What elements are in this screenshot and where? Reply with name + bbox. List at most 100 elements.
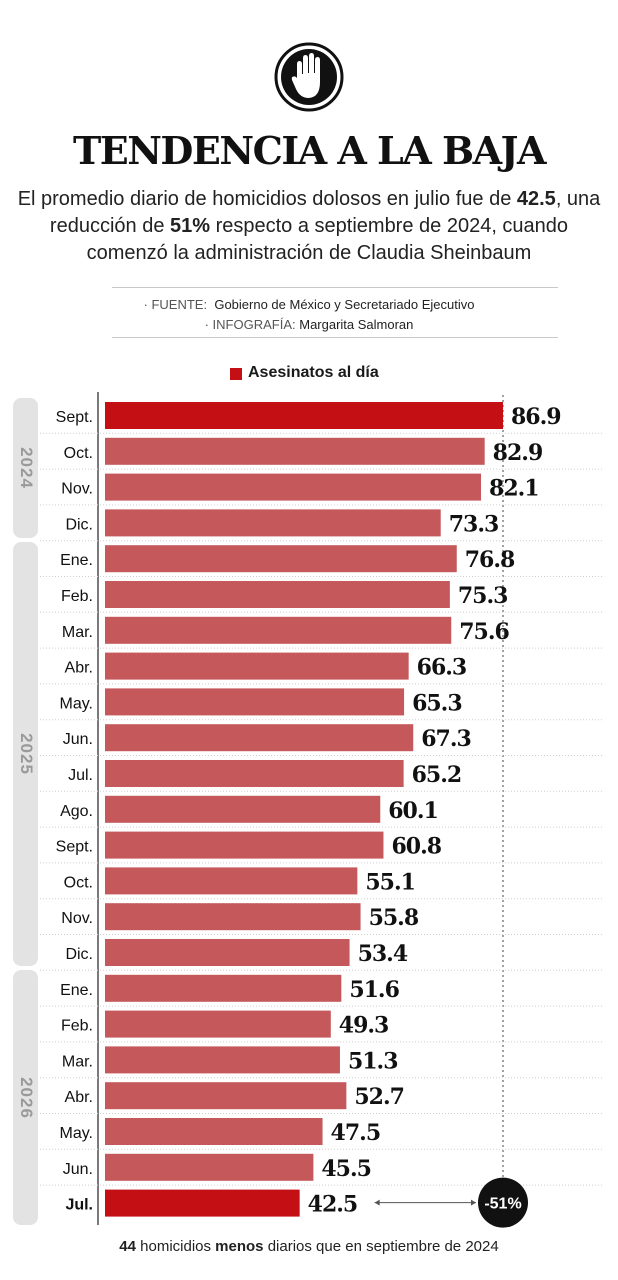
category-label: Ago. [60, 803, 93, 820]
data-label: 49.3 [339, 1013, 389, 1039]
infographic-key: · INFOGRAFÍA: [204, 317, 296, 332]
data-label: 82.1 [489, 476, 539, 502]
bar [105, 652, 409, 680]
bar [105, 437, 485, 465]
data-label: 60.1 [388, 798, 438, 824]
footnote-emphasis: menos [215, 1238, 264, 1255]
data-label: 53.4 [358, 941, 408, 967]
data-label: 47.5 [331, 1120, 381, 1146]
subtitle-highlight-value: 42.5 [516, 188, 556, 210]
footnote-text-2: diarios que en septiembre de 2024 [263, 1238, 499, 1255]
data-label: 55.8 [369, 905, 419, 931]
bar [105, 402, 503, 429]
legend-swatch [230, 368, 242, 380]
divider-top [112, 287, 558, 288]
category-label: Sept. [56, 409, 93, 426]
footnote: 44 homicidios menos diarios que en septi… [0, 1238, 618, 1255]
data-label: 76.8 [465, 547, 515, 573]
category-label: Jun. [63, 731, 93, 748]
bar [105, 903, 361, 931]
data-label: 86.9 [511, 404, 561, 430]
category-label: Feb. [61, 1018, 93, 1035]
category-label: May. [60, 1125, 93, 1142]
data-label: 52.7 [354, 1084, 404, 1110]
category-label: Mar. [62, 1053, 93, 1070]
category-label: Dic. [65, 516, 93, 533]
bar [105, 1010, 331, 1038]
bar [105, 1153, 314, 1181]
bar [105, 795, 381, 823]
data-label: 67.3 [421, 726, 471, 752]
annotation-label: -51% [484, 1196, 521, 1213]
credits: · FUENTE: Gobierno de México y Secretari… [0, 295, 618, 335]
category-label: Jul. [65, 1197, 93, 1214]
data-label: 60.8 [391, 834, 441, 860]
bar [105, 939, 350, 966]
category-label: Nov. [61, 910, 93, 927]
data-label: 75.3 [458, 583, 508, 609]
bar [105, 724, 414, 752]
bar [105, 760, 404, 787]
subtitle-text-3: respecto a septiembre de 2024, cuando co… [86, 215, 569, 264]
subtitle-text-1: El promedio diario de homicidios dolosos… [17, 188, 517, 210]
bar [105, 974, 342, 1002]
year-group-2024: 2024 [13, 398, 38, 538]
data-label: 51.6 [349, 977, 399, 1003]
annotation-arrow-right [471, 1199, 476, 1206]
infographic-line: · INFOGRAFÍA: Margarita Salmoran [0, 315, 618, 335]
category-label: Ene. [60, 552, 93, 569]
bar [105, 831, 384, 859]
category-label: May. [60, 695, 93, 712]
data-label: 75.6 [459, 619, 509, 645]
footnote-text-1: homicidios [135, 1238, 216, 1255]
bar [105, 545, 457, 573]
source-value: Gobierno de México y Secretariado Ejecut… [214, 297, 475, 312]
bar [105, 581, 450, 608]
category-label: Mar. [62, 624, 93, 641]
category-label: Dic. [65, 946, 93, 963]
bar [105, 1118, 323, 1145]
bar [105, 1082, 347, 1110]
data-label: 51.3 [348, 1048, 398, 1074]
subtitle-highlight-percent: 51% [170, 215, 211, 237]
data-label: 65.2 [412, 762, 462, 788]
bar [105, 1046, 340, 1074]
source-key: · FUENTE: [143, 297, 208, 312]
category-label: Jun. [63, 1161, 93, 1178]
infographic-value: Margarita Salmoran [299, 317, 414, 332]
divider-bottom [112, 337, 558, 338]
chart-subtitle: El promedio diario de homicidios dolosos… [14, 186, 604, 267]
bar [105, 688, 405, 716]
bar [105, 867, 358, 895]
data-label: 73.3 [449, 511, 499, 537]
annotation-badge [478, 1177, 528, 1228]
chart-title: TENDENCIA A LA BAJA [72, 128, 547, 173]
bar [105, 509, 441, 537]
footnote-number: 44 [119, 1238, 136, 1255]
category-label: Jul. [68, 767, 93, 784]
subtitle-text-2: , una reducción de [49, 188, 601, 237]
annotation-arrow-left [374, 1199, 380, 1206]
category-label: Feb. [61, 588, 93, 605]
year-group-2026: 2026 [13, 970, 38, 1225]
bar [105, 616, 452, 644]
source-line: · FUENTE: Gobierno de México y Secretari… [0, 295, 618, 315]
stop-hand-icon [274, 42, 344, 112]
category-label: Nov. [61, 481, 93, 498]
data-label: 42.5 [308, 1192, 358, 1218]
data-label: 66.3 [417, 655, 467, 681]
category-label: Oct. [64, 445, 93, 462]
category-label: Abr. [65, 660, 93, 677]
category-label: Sept. [56, 839, 93, 856]
category-label: Oct. [64, 874, 93, 891]
data-label: 65.3 [412, 690, 462, 716]
data-label: 45.5 [321, 1156, 371, 1182]
legend-label: Asesinatos al día [248, 364, 379, 381]
bar [105, 473, 482, 501]
year-group-2025: 2025 [13, 542, 38, 966]
category-label: Ene. [60, 982, 93, 999]
bar [105, 1189, 300, 1217]
data-label: 55.1 [365, 869, 415, 895]
data-label: 82.9 [493, 440, 543, 466]
